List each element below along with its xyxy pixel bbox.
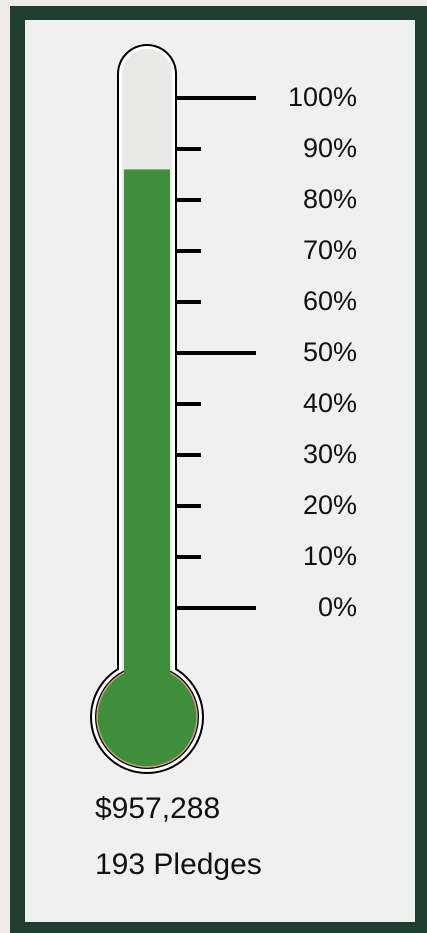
tick-label: 90% [303,133,357,163]
tick-label: 60% [303,286,357,316]
tick-label: 100% [288,82,357,112]
fill-level [124,169,170,700]
tick-label: 40% [303,388,357,418]
tick-label: 70% [303,235,357,265]
panel [25,20,415,922]
tick-label: 80% [303,184,357,214]
amount: $957,288 [95,792,220,825]
tick-label: 0% [318,592,357,622]
tick-label: 20% [303,490,357,520]
tick-label: 10% [303,541,357,571]
pledges: 193 Pledges [95,848,262,881]
tick-label: 50% [303,337,357,367]
tick-label: 30% [303,439,357,469]
